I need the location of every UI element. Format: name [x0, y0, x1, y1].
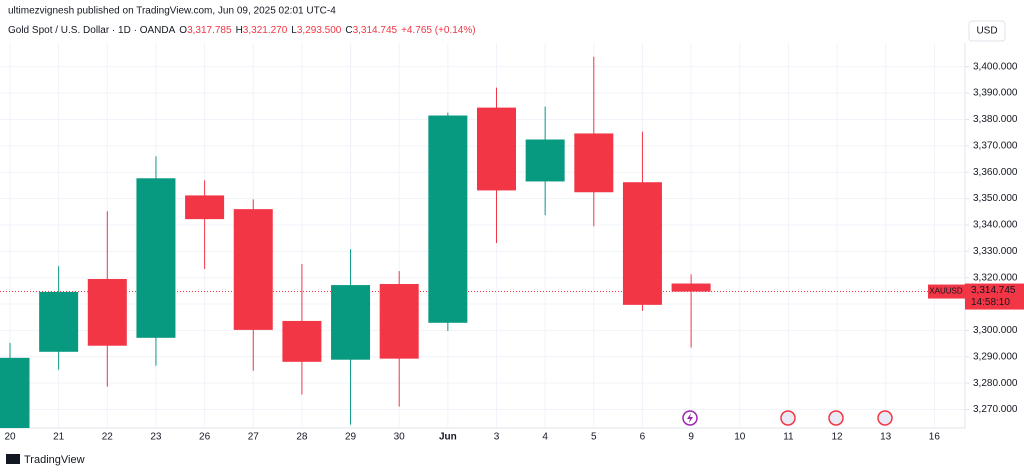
ohlc-value: 3,317.785: [187, 25, 232, 36]
candle-body: [39, 291, 79, 352]
price-tag: [965, 283, 1024, 310]
x-tick-label: 3: [494, 432, 500, 443]
event-icon[interactable]: [780, 410, 796, 426]
candle-body: [428, 115, 468, 323]
y-tick-label: 3,290.000: [973, 351, 1018, 362]
x-tick-label: 13: [880, 432, 892, 443]
currency-button[interactable]: [968, 20, 1006, 42]
x-tick-label: 20: [4, 432, 16, 443]
x-tick-label: 4: [542, 432, 548, 443]
y-tick-label: 3,370.000: [973, 140, 1018, 151]
y-tick-label: 3,280.000: [973, 378, 1018, 389]
x-tick-label: 28: [296, 432, 308, 443]
y-tick-label: 3,390.000: [973, 88, 1018, 99]
y-tick-label: 3,350.000: [973, 193, 1018, 204]
x-tick-label: 23: [150, 432, 162, 443]
plot: 3,270.000 3,280.000 3,290.000 3,300.000 3,31…: [0, 43, 1024, 443]
x-tick-label: 16: [929, 432, 941, 443]
y-tick-label: 3,320.000: [973, 272, 1018, 283]
x-tick-label: 10: [734, 432, 746, 443]
symbol-tag: [928, 284, 965, 299]
currency[interactable]: USD: [976, 26, 997, 37]
ohlc-label: L: [291, 25, 297, 36]
candle-body: [87, 279, 127, 346]
candle-body: [622, 182, 662, 305]
y-tick-label: 3,270.000: [973, 404, 1018, 415]
ohlc-value: 3,321.270: [243, 25, 288, 36]
change: +4.765 (+0.14%): [401, 25, 476, 36]
x-tick-label: 11: [783, 432, 794, 443]
y-tick-label: 3,300.000: [973, 325, 1018, 336]
x-tick-label: 26: [199, 432, 211, 443]
event-icon-glyph: [687, 413, 693, 423]
symbol-title: Gold Spot / U.S. Dollar · 1D · OANDA: [8, 25, 176, 36]
symbol-tag-label: XAUUSD: [929, 287, 963, 296]
y-tick-label: 3,400.000: [973, 61, 1018, 72]
x-tick-label: 12: [831, 432, 843, 443]
x-tick-label: 30: [394, 432, 406, 443]
countdown-label: 14:58:10: [971, 297, 1010, 308]
y-tick-label: 3,380.000: [973, 114, 1018, 125]
x-tick-label: 27: [248, 432, 260, 443]
ohlc-label: C: [345, 25, 352, 36]
candle-body: [233, 209, 273, 330]
candle-body: [379, 284, 419, 359]
event-icon[interactable]: [828, 410, 844, 426]
candle-body: [282, 320, 322, 362]
x-tick-label: 6: [640, 432, 646, 443]
ohlc-label: O: [179, 25, 187, 36]
byline: ultimezvignesh published on TradingView.…: [8, 6, 336, 17]
y-tick-label: 3,330.000: [973, 246, 1018, 257]
event-icons: [682, 410, 893, 426]
brand-logo: [6, 454, 20, 464]
candle-body: [331, 285, 371, 360]
brand: TradingView: [24, 454, 85, 466]
x-tick-label: 21: [53, 432, 65, 443]
ohlc-value: 3,314.745: [353, 25, 398, 36]
x-tick-label: 5: [591, 432, 597, 443]
price-tag-label: 3,314.745: [971, 285, 1016, 296]
x-tick-label: Jun: [439, 432, 457, 443]
candle-body: [136, 178, 176, 338]
ohlc-value: 3,293.500: [297, 25, 342, 36]
ohlc-label: H: [236, 25, 243, 36]
candle-body: [574, 133, 614, 193]
candle-body: [477, 107, 516, 191]
candle-body: [185, 195, 225, 220]
symbol-legend: Gold Spot / U.S. Dollar · 1D · OANDA O3,3…: [8, 25, 476, 36]
candle-body: [671, 283, 711, 292]
event-icon[interactable]: [877, 410, 893, 426]
x-tick-label: 29: [345, 432, 357, 443]
candle-body: [0, 357, 30, 428]
x-tick-label: 22: [102, 432, 114, 443]
y-tick-label: 3,340.000: [973, 220, 1018, 231]
candle-body: [525, 139, 565, 182]
x-tick-label: 9: [688, 432, 694, 443]
y-tick-label: 3,360.000: [973, 167, 1018, 178]
